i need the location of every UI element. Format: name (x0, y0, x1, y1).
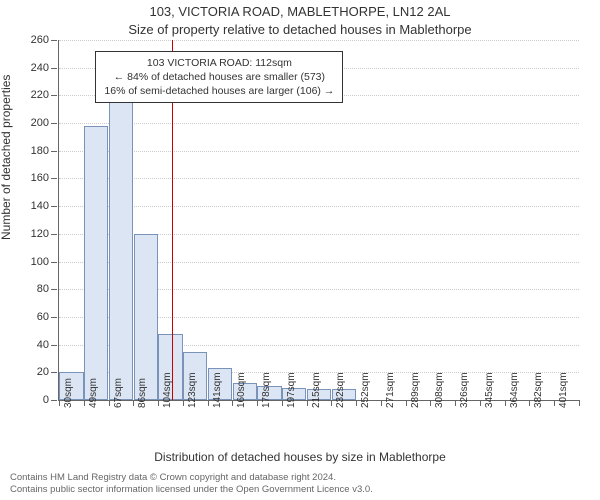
plot-area: 02040608010012014016018020022024026030sq… (58, 40, 579, 401)
x-tick-label: 178sqm (261, 372, 272, 408)
y-tick-label: 40 (37, 339, 59, 351)
histogram-bar (84, 126, 108, 400)
y-axis-label: Number of detached properties (0, 75, 13, 240)
chart-subtitle: Size of property relative to detached ho… (0, 22, 600, 37)
x-tick-label: 67sqm (113, 378, 124, 408)
annotation-box: 103 VICTORIA ROAD: 112sqm← 84% of detach… (95, 51, 343, 104)
x-tick (579, 400, 580, 406)
page-title: 103, VICTORIA ROAD, MABLETHORPE, LN12 2A… (0, 4, 600, 19)
x-tick (381, 400, 382, 406)
footer-attribution: Contains HM Land Registry data © Crown c… (10, 472, 373, 496)
x-tick-label: 141sqm (212, 372, 223, 408)
x-tick-label: 215sqm (311, 372, 322, 408)
x-tick (307, 400, 308, 406)
gridline (59, 178, 579, 179)
x-axis-label: Distribution of detached houses by size … (0, 450, 600, 464)
x-tick (84, 400, 85, 406)
y-tick-label: 100 (31, 256, 59, 268)
x-tick-label: 289sqm (410, 372, 421, 408)
gridline (59, 123, 579, 124)
histogram-bar (134, 234, 158, 400)
x-tick-label: 49sqm (88, 378, 99, 408)
x-tick (505, 400, 506, 406)
footer-line-1: Contains HM Land Registry data © Crown c… (10, 472, 373, 484)
x-tick-label: 160sqm (236, 372, 247, 408)
y-tick-label: 220 (31, 89, 59, 101)
x-tick-label: 326sqm (459, 372, 470, 408)
gridline (59, 206, 579, 207)
x-tick (356, 400, 357, 406)
x-tick-label: 382sqm (533, 372, 544, 408)
x-tick (59, 400, 60, 406)
x-tick-label: 86sqm (137, 378, 148, 408)
y-tick-label: 200 (31, 117, 59, 129)
y-tick-label: 0 (43, 394, 59, 406)
annotation-line-1: 103 VICTORIA ROAD: 112sqm (104, 56, 334, 70)
y-tick-label: 60 (37, 311, 59, 323)
chart-container: 103, VICTORIA ROAD, MABLETHORPE, LN12 2A… (0, 0, 600, 500)
x-tick (158, 400, 159, 406)
gridline (59, 151, 579, 152)
y-tick-label: 260 (31, 34, 59, 46)
x-tick (554, 400, 555, 406)
y-tick-label: 80 (37, 283, 59, 295)
x-tick-label: 364sqm (509, 372, 520, 408)
x-tick (331, 400, 332, 406)
annotation-line-3: 16% of semi-detached houses are larger (… (104, 84, 334, 98)
y-tick-label: 140 (31, 200, 59, 212)
x-tick (480, 400, 481, 406)
x-tick-label: 271sqm (385, 372, 396, 408)
x-tick (455, 400, 456, 406)
x-tick-label: 123sqm (187, 372, 198, 408)
x-tick (183, 400, 184, 406)
x-tick (257, 400, 258, 406)
x-tick-label: 401sqm (558, 372, 569, 408)
x-tick (208, 400, 209, 406)
histogram-bar (109, 95, 133, 400)
x-tick-label: 30sqm (63, 378, 74, 408)
x-tick (282, 400, 283, 406)
footer-line-2: Contains public sector information licen… (10, 484, 373, 496)
x-tick-label: 197sqm (286, 372, 297, 408)
gridline (59, 40, 579, 41)
x-tick-label: 232sqm (335, 372, 346, 408)
annotation-line-2: ← 84% of detached houses are smaller (57… (104, 70, 334, 84)
y-tick-label: 160 (31, 172, 59, 184)
y-tick-label: 20 (37, 366, 59, 378)
y-tick-label: 180 (31, 145, 59, 157)
x-tick (529, 400, 530, 406)
x-tick (133, 400, 134, 406)
y-tick-label: 120 (31, 228, 59, 240)
y-tick-label: 240 (31, 62, 59, 74)
x-tick-label: 308sqm (434, 372, 445, 408)
x-tick-label: 345sqm (484, 372, 495, 408)
x-tick-label: 252sqm (360, 372, 371, 408)
x-tick (406, 400, 407, 406)
x-tick (430, 400, 431, 406)
x-tick (109, 400, 110, 406)
x-tick (232, 400, 233, 406)
